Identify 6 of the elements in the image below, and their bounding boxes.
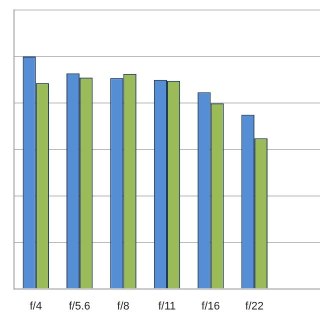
x-tick-label: f/16 [202,300,220,312]
x-tick-label: f/4 [30,300,42,312]
x-tick-label: f/11 [158,300,176,312]
x-tick-label: f/22 [245,300,264,312]
x-tick-label: f/8 [117,300,130,312]
x-tick-label: f/5.6 [68,300,90,312]
